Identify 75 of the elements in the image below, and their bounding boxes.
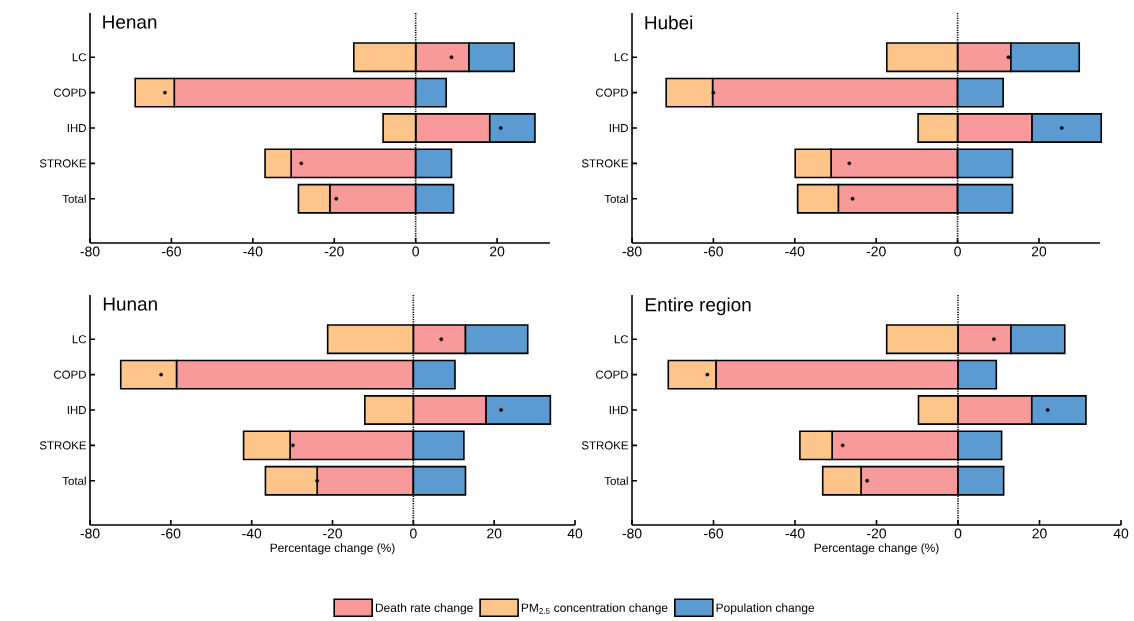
point (291, 443, 295, 448)
x-tick-label: -20 (323, 528, 343, 539)
point (711, 90, 716, 95)
y-tick-label: COPD (595, 88, 628, 97)
x-tick-label: -60 (161, 246, 181, 257)
point (991, 337, 996, 342)
x-tick-label: -20 (866, 246, 886, 257)
point (439, 337, 444, 342)
point (1059, 126, 1064, 130)
x-tick-label: -40 (785, 528, 805, 539)
x-tick-label: -20 (867, 528, 887, 539)
x-tick-label: -80 (622, 246, 642, 257)
y-tick-label: IHD (609, 406, 628, 414)
point (850, 196, 855, 201)
y-tick-label: COPD (53, 88, 86, 97)
y-tick-label: STROKE (39, 441, 86, 450)
x-tick-label: 20 (1031, 246, 1047, 257)
point (163, 90, 167, 95)
point (865, 478, 870, 483)
x-axis-title: Percentage change (%) (814, 543, 939, 555)
y-tick-label: Total (604, 476, 628, 485)
y-tick-label: Total (604, 194, 628, 203)
x-tick-label: -40 (243, 246, 263, 257)
x-tick-label: -80 (622, 528, 642, 539)
chart-title: Henan (103, 15, 157, 29)
x-tick-label: 40 (567, 528, 583, 539)
legend-label: Population change (716, 603, 815, 615)
x-tick-label: -80 (80, 246, 100, 257)
y-tick-label: Total (62, 476, 86, 485)
legend-label: Death rate change (375, 603, 473, 615)
x-tick-label: 20 (1032, 528, 1047, 539)
chart-title: Entire region (645, 297, 751, 316)
x-tick-label: 20 (490, 246, 505, 257)
y-tick-label: LC (614, 335, 629, 344)
y-tick-label: STROKE (581, 159, 628, 168)
x-tick-label: 0 (412, 246, 420, 257)
x-tick-label: -60 (703, 246, 723, 257)
x-tick-label: 0 (954, 246, 961, 257)
point (847, 161, 852, 166)
x-tick-label: -60 (161, 528, 181, 539)
point (299, 161, 304, 166)
point (334, 196, 339, 201)
x-tick-label: -40 (242, 528, 262, 539)
y-tick-label: LC (72, 335, 87, 344)
point (705, 372, 710, 377)
y-tick-label: COPD (53, 370, 86, 379)
x-tick-label: -20 (324, 246, 344, 257)
x-tick-label: 0 (954, 528, 962, 539)
x-tick-label: 40 (1113, 528, 1129, 539)
point (499, 408, 503, 412)
point (1045, 408, 1050, 412)
point (498, 126, 503, 130)
y-tick-label: IHD (67, 124, 86, 132)
chart-title: Hunan (103, 297, 157, 311)
y-tick-label: LC (614, 53, 629, 62)
point (315, 478, 320, 483)
y-tick-label: STROKE (581, 441, 628, 450)
y-tick-label: STROKE (39, 159, 86, 168)
x-tick-label: -40 (785, 246, 805, 257)
y-tick-label: COPD (595, 370, 628, 379)
x-tick-label: -60 (704, 528, 724, 539)
legend-label: PM$_{2.5}$ concentration change (521, 603, 668, 615)
point (840, 443, 845, 448)
x-tick-label: 0 (410, 528, 417, 539)
y-tick-label: IHD (609, 124, 628, 132)
y-tick-label: Total (62, 194, 86, 203)
x-tick-label: 20 (487, 528, 502, 539)
y-tick-label: IHD (67, 406, 86, 414)
chart-title: Hubei (645, 15, 693, 30)
point (449, 55, 454, 60)
x-tick-label: -80 (80, 528, 100, 539)
y-tick-label: LC (72, 53, 87, 62)
point (1006, 55, 1011, 60)
point (159, 372, 164, 377)
x-axis-title: Percentage change (%) (270, 543, 395, 555)
